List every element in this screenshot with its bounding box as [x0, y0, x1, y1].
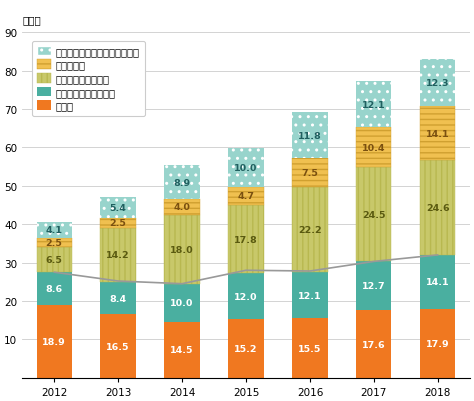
- Bar: [100, 219, 136, 228]
- Text: 11.8: 11.8: [298, 131, 322, 140]
- Text: 14.5: 14.5: [170, 346, 194, 354]
- Bar: [164, 284, 200, 322]
- Bar: [228, 149, 264, 187]
- Bar: [228, 205, 264, 273]
- Bar: [356, 128, 392, 168]
- Text: 18.0: 18.0: [170, 245, 194, 254]
- Bar: [356, 168, 392, 262]
- Text: 18.9: 18.9: [42, 337, 66, 346]
- Bar: [356, 82, 392, 128]
- Text: 2.5: 2.5: [46, 238, 63, 247]
- Bar: [292, 318, 328, 378]
- Text: 8.9: 8.9: [173, 178, 191, 187]
- Bar: [228, 187, 264, 205]
- Text: 15.2: 15.2: [234, 344, 258, 353]
- Text: 8.6: 8.6: [46, 284, 63, 294]
- Text: 10.0: 10.0: [234, 164, 258, 173]
- Text: 14.1: 14.1: [426, 130, 450, 138]
- Bar: [292, 158, 328, 187]
- Text: （分）: （分）: [22, 15, 41, 25]
- Bar: [420, 60, 456, 107]
- Bar: [356, 310, 392, 378]
- Bar: [228, 273, 264, 320]
- Bar: [36, 273, 72, 306]
- Bar: [420, 309, 456, 378]
- Bar: [100, 198, 136, 219]
- Text: 12.0: 12.0: [234, 292, 258, 301]
- Bar: [164, 166, 200, 200]
- Text: 12.7: 12.7: [362, 282, 386, 291]
- Text: 10.0: 10.0: [170, 299, 194, 308]
- Text: 2.5: 2.5: [109, 219, 127, 228]
- Bar: [36, 306, 72, 378]
- Bar: [36, 222, 72, 238]
- Text: 15.5: 15.5: [298, 344, 322, 352]
- Bar: [36, 247, 72, 273]
- Bar: [292, 113, 328, 158]
- Bar: [164, 200, 200, 215]
- Text: 24.5: 24.5: [362, 211, 386, 219]
- Text: 7.5: 7.5: [301, 168, 319, 177]
- Text: 12.1: 12.1: [298, 291, 322, 300]
- Bar: [164, 215, 200, 284]
- Text: 16.5: 16.5: [106, 342, 130, 351]
- Bar: [420, 161, 456, 255]
- Text: 24.6: 24.6: [426, 204, 450, 213]
- Bar: [292, 272, 328, 318]
- Text: 5.4: 5.4: [109, 204, 127, 213]
- Text: 10.4: 10.4: [362, 144, 386, 152]
- Text: 17.8: 17.8: [234, 235, 258, 244]
- Bar: [420, 255, 456, 309]
- Text: 17.9: 17.9: [426, 339, 450, 348]
- Text: 14.2: 14.2: [106, 251, 130, 260]
- Bar: [164, 322, 200, 378]
- Text: 6.5: 6.5: [46, 255, 63, 265]
- Text: 8.4: 8.4: [109, 294, 127, 303]
- Text: 4.0: 4.0: [173, 203, 191, 212]
- Text: 17.6: 17.6: [362, 340, 386, 348]
- Legend: オンライン・ソーシャルゲーム, 動画サイト, ソーシャルメディア, ブログ・ウェブサイト, メール: オンライン・ソーシャルゲーム, 動画サイト, ソーシャルメディア, ブログ・ウェ…: [32, 41, 145, 116]
- Text: 4.7: 4.7: [237, 192, 255, 201]
- Bar: [100, 228, 136, 282]
- Bar: [100, 282, 136, 315]
- Bar: [36, 238, 72, 247]
- Text: 12.1: 12.1: [362, 100, 386, 109]
- Bar: [356, 262, 392, 310]
- Text: 14.1: 14.1: [426, 278, 450, 287]
- Text: 12.3: 12.3: [426, 79, 450, 88]
- Bar: [292, 187, 328, 272]
- Bar: [100, 315, 136, 378]
- Text: 4.1: 4.1: [46, 226, 63, 235]
- Bar: [228, 320, 264, 378]
- Bar: [420, 107, 456, 161]
- Text: 22.2: 22.2: [298, 225, 322, 234]
